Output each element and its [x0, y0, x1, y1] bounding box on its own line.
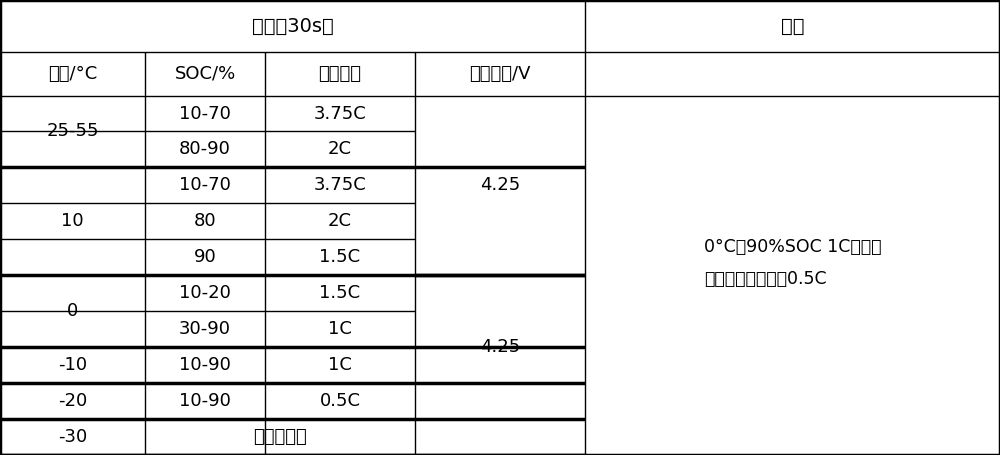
Text: 温度/°C: 温度/°C	[48, 65, 97, 83]
Text: SOC/%: SOC/%	[174, 65, 236, 83]
Text: 80-90: 80-90	[179, 141, 231, 158]
Text: 3.75C: 3.75C	[314, 105, 366, 122]
Text: 10-90: 10-90	[179, 356, 231, 374]
Text: 0.5C: 0.5C	[319, 392, 360, 410]
Text: 10-70: 10-70	[179, 177, 231, 194]
Text: 截止电压/V: 截止电压/V	[469, 65, 531, 83]
Text: 2C: 2C	[328, 212, 352, 230]
Text: 90: 90	[194, 248, 216, 266]
Text: 不进行反馈: 不进行反馈	[253, 428, 307, 446]
Text: -10: -10	[58, 356, 87, 374]
Text: 10-70: 10-70	[179, 105, 231, 122]
Text: 25-55: 25-55	[46, 122, 99, 141]
Text: 备注: 备注	[781, 17, 804, 35]
Text: 4.25: 4.25	[480, 338, 520, 356]
Text: 10-20: 10-20	[179, 284, 231, 302]
Text: 2C: 2C	[328, 141, 352, 158]
Text: 脉充电流: 脉充电流	[318, 65, 361, 83]
Text: 0°C下90%SOC 1C充电电
流偏大，需调整到0.5C: 0°C下90%SOC 1C充电电 流偏大，需调整到0.5C	[704, 238, 881, 288]
Text: 0: 0	[67, 302, 78, 320]
Text: 80: 80	[194, 212, 216, 230]
Text: 10: 10	[61, 212, 84, 230]
Text: 30-90: 30-90	[179, 320, 231, 338]
Text: 1C: 1C	[328, 320, 352, 338]
Text: 1.5C: 1.5C	[319, 248, 361, 266]
Text: -20: -20	[58, 392, 87, 410]
Text: 1.5C: 1.5C	[319, 284, 361, 302]
Text: 10-90: 10-90	[179, 392, 231, 410]
Text: 4.25: 4.25	[480, 177, 520, 194]
Text: -30: -30	[58, 428, 87, 446]
Text: 1C: 1C	[328, 356, 352, 374]
Text: 充电（30s）: 充电（30s）	[252, 17, 333, 35]
Text: 3.75C: 3.75C	[314, 177, 366, 194]
